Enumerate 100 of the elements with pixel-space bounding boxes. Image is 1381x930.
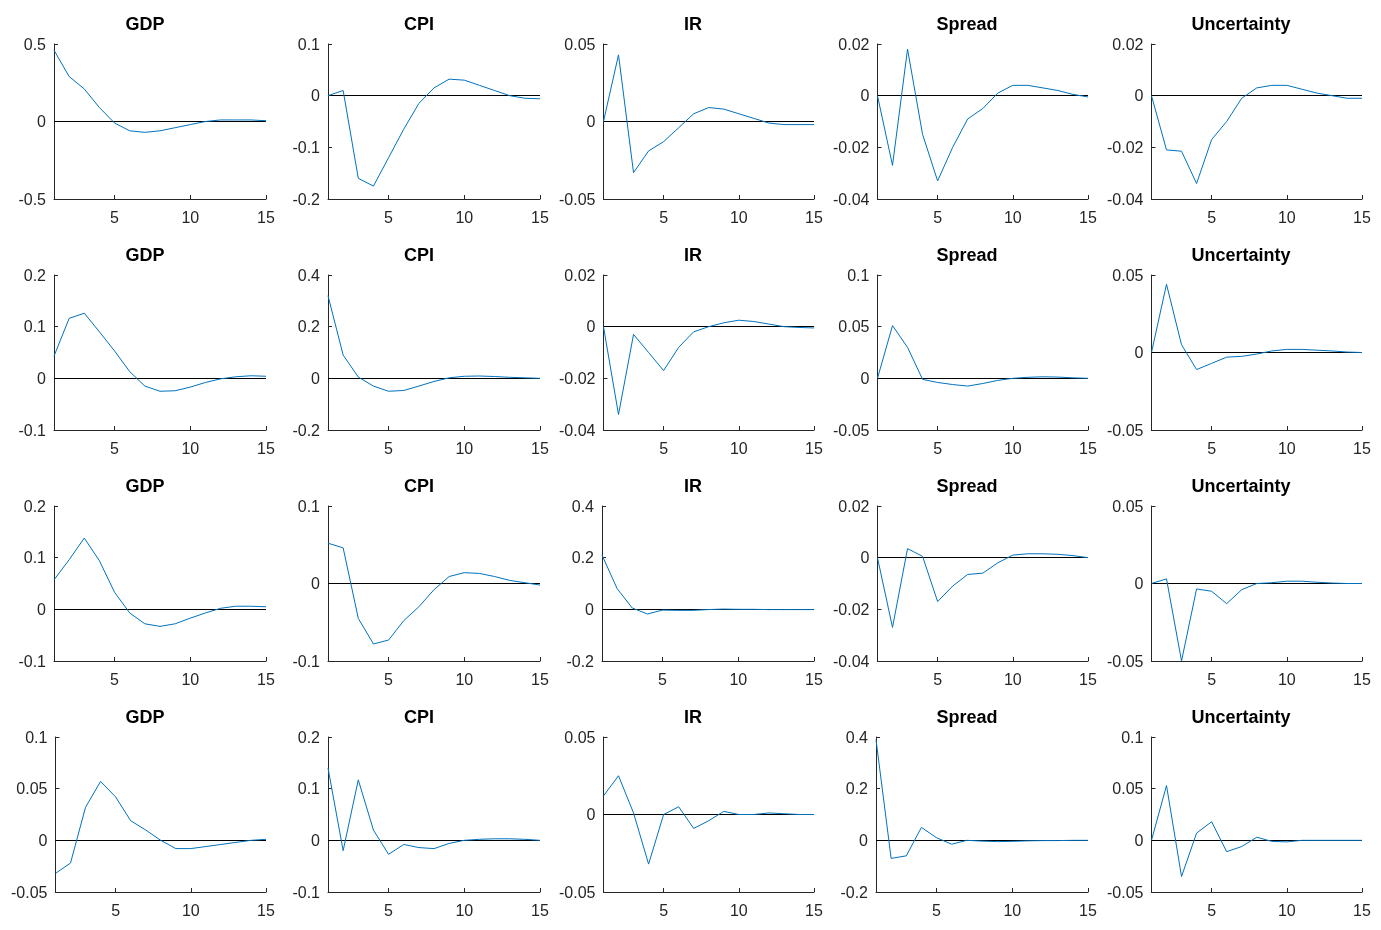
x-tick-label: 5 xyxy=(1207,901,1217,919)
x-tick-label: 15 xyxy=(1079,670,1097,688)
y-tick-label: 0.4 xyxy=(845,728,869,746)
y-tick-label: 0.1 xyxy=(847,266,870,284)
chart-title: GDP xyxy=(125,476,165,496)
chart-title: Spread xyxy=(936,245,998,265)
y-tick-label: -0.2 xyxy=(840,883,869,901)
x-tick-label: 10 xyxy=(1003,208,1022,226)
y-tick-label: 0 xyxy=(859,831,869,849)
y-tick-label: -0.05 xyxy=(11,883,48,901)
y-tick-label: 0.2 xyxy=(571,549,595,567)
y-tick-label: 0.05 xyxy=(1112,266,1144,284)
y-tick-label: 0 xyxy=(311,575,321,592)
chart-title: CPI xyxy=(403,707,435,727)
y-tick-label: 0.2 xyxy=(845,780,869,798)
x-tick-label: 5 xyxy=(384,439,394,457)
x-tick-label: 10 xyxy=(181,208,200,226)
y-tick-label: 0.2 xyxy=(23,497,47,515)
y-tick-label: 0 xyxy=(586,318,596,336)
y-tick-label: -0.05 xyxy=(559,883,596,901)
x-tick-label: 15 xyxy=(257,439,275,457)
x-tick-label: 5 xyxy=(933,208,943,226)
x-tick-label: 5 xyxy=(110,439,120,457)
y-tick-label: 0 xyxy=(586,806,596,823)
y-tick-label: 0 xyxy=(311,87,321,105)
x-tick-label: 15 xyxy=(531,670,549,688)
y-tick-label: -0.05 xyxy=(1107,883,1144,901)
chart-title: IR xyxy=(684,14,702,34)
y-tick-label: 0 xyxy=(311,369,321,387)
y-tick-label: -0.02 xyxy=(559,369,596,387)
x-tick-label: 15 xyxy=(531,901,549,919)
x-tick-label: 10 xyxy=(1003,439,1022,457)
x-tick-label: 10 xyxy=(181,439,200,457)
x-tick-label: 5 xyxy=(659,208,669,226)
y-tick-label: -0.05 xyxy=(1107,652,1144,670)
y-tick-label: 0.5 xyxy=(23,35,47,53)
y-tick-label: 0 xyxy=(1134,344,1144,361)
x-tick-label: 10 xyxy=(181,901,200,919)
x-tick-label: 5 xyxy=(111,901,121,919)
y-tick-label: 0.2 xyxy=(297,318,321,336)
y-tick-label: -0.1 xyxy=(18,421,47,439)
chart-title: Uncertainty xyxy=(1191,245,1291,265)
y-tick-label: 0.2 xyxy=(23,266,47,284)
y-tick-label: -0.05 xyxy=(833,421,870,439)
y-tick-label: 0.02 xyxy=(1112,35,1144,53)
y-tick-label: -0.02 xyxy=(833,138,870,156)
x-tick-label: 10 xyxy=(455,208,474,226)
y-tick-label: 0 xyxy=(586,113,596,130)
x-tick-label: 15 xyxy=(257,208,275,226)
chart-title: GDP xyxy=(125,707,165,727)
y-tick-label: 0 xyxy=(585,600,595,618)
chart-title: Uncertainty xyxy=(1191,707,1291,727)
chart-title: Spread xyxy=(936,476,998,496)
y-tick-label: -0.02 xyxy=(1107,138,1144,156)
y-tick-label: -0.1 xyxy=(18,652,47,670)
x-tick-label: 15 xyxy=(1353,208,1371,226)
chart-title: Spread xyxy=(936,707,998,727)
chart-title: Uncertainty xyxy=(1191,14,1291,34)
x-tick-label: 10 xyxy=(455,439,474,457)
x-tick-label: 15 xyxy=(805,670,823,688)
x-tick-label: 5 xyxy=(1207,439,1217,457)
y-tick-label: -0.2 xyxy=(292,421,321,439)
chart-title: IR xyxy=(684,245,702,265)
x-tick-label: 15 xyxy=(531,208,549,226)
x-tick-label: 5 xyxy=(659,439,669,457)
y-tick-label: 0 xyxy=(860,549,870,567)
y-tick-label: -0.04 xyxy=(833,190,870,208)
x-tick-label: 15 xyxy=(805,439,823,457)
y-tick-label: 0.4 xyxy=(297,266,321,284)
x-tick-label: 5 xyxy=(384,670,394,688)
x-tick-label: 15 xyxy=(257,670,275,688)
y-tick-label: 0.1 xyxy=(297,497,321,515)
y-tick-label: -0.04 xyxy=(833,652,870,670)
y-tick-label: -0.1 xyxy=(292,652,321,670)
y-tick-label: 0.05 xyxy=(564,728,596,746)
x-tick-label: 10 xyxy=(1003,901,1022,919)
x-tick-label: 15 xyxy=(1353,670,1371,688)
y-tick-label: 0 xyxy=(38,831,48,849)
chart-title: Spread xyxy=(936,14,998,34)
y-tick-label: 0.05 xyxy=(1112,780,1144,798)
x-tick-label: 5 xyxy=(932,901,942,919)
y-tick-label: -0.04 xyxy=(1107,190,1144,208)
x-tick-label: 15 xyxy=(1079,439,1097,457)
x-tick-label: 15 xyxy=(805,901,823,919)
chart-title: CPI xyxy=(403,476,435,496)
x-tick-label: 5 xyxy=(659,901,669,919)
y-tick-label: 0 xyxy=(860,369,870,387)
x-tick-label: 10 xyxy=(1003,670,1022,688)
y-tick-label: 0 xyxy=(1134,831,1144,849)
y-tick-label: 0.02 xyxy=(838,35,870,53)
x-tick-label: 5 xyxy=(933,439,943,457)
x-tick-label: 10 xyxy=(1277,439,1296,457)
x-tick-label: 5 xyxy=(933,670,943,688)
y-tick-label: 0 xyxy=(37,113,47,130)
y-tick-label: 0 xyxy=(37,600,47,618)
x-tick-label: 15 xyxy=(1353,901,1371,919)
chart-title: GDP xyxy=(125,14,165,34)
y-tick-label: 0.4 xyxy=(571,497,595,515)
x-tick-label: 10 xyxy=(729,670,748,688)
x-tick-label: 10 xyxy=(729,208,748,226)
